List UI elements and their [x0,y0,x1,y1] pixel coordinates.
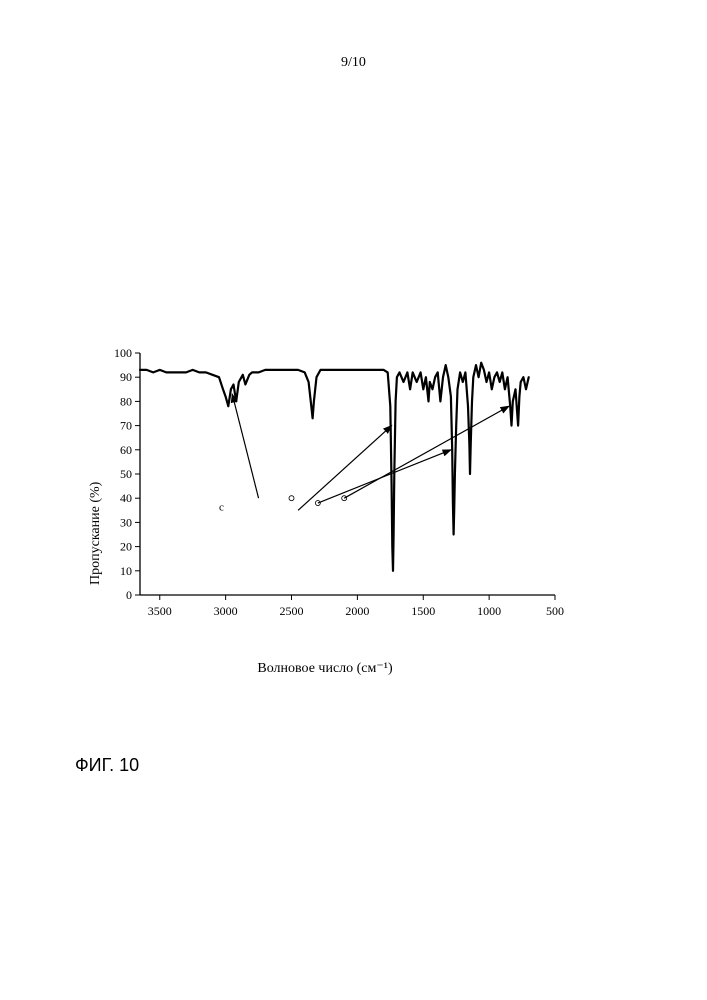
page-number: 9/10 [0,55,707,71]
svg-text:500: 500 [546,604,564,618]
svg-text:40: 40 [120,491,132,505]
svg-text:50: 50 [120,467,132,481]
svg-text:90: 90 [120,370,132,384]
x-axis-label: Волновое число (см⁻¹) [85,660,565,677]
figure-caption: ФИГ. 10 [75,755,139,776]
svg-text:3500: 3500 [148,604,172,618]
svg-text:1000: 1000 [477,604,501,618]
svg-text:2000: 2000 [345,604,369,618]
svg-text:70: 70 [120,419,132,433]
ir-spectrum-svg: 0 10 20 30 40 50 60 70 80 90 100 3500 3000 2500 2000 15… [85,345,565,645]
svg-text:c: c [219,501,224,513]
ir-spectrum-chart: 0 10 20 30 40 50 60 70 80 90 100 3500 3000 2500 2000 15… [85,345,565,645]
svg-text:20: 20 [120,540,132,554]
svg-text:80: 80 [120,394,132,408]
svg-text:1500: 1500 [411,604,435,618]
page: 9/10 Пропускание (%) 0102030405060708090… [0,0,707,1000]
svg-text:10: 10 [120,564,132,578]
svg-text:3000: 3000 [214,604,238,618]
svg-text:2500: 2500 [280,604,304,618]
svg-text:0: 0 [126,588,132,602]
svg-text:100: 100 [114,346,132,360]
svg-text:60: 60 [120,443,132,457]
svg-text:30: 30 [120,515,132,529]
